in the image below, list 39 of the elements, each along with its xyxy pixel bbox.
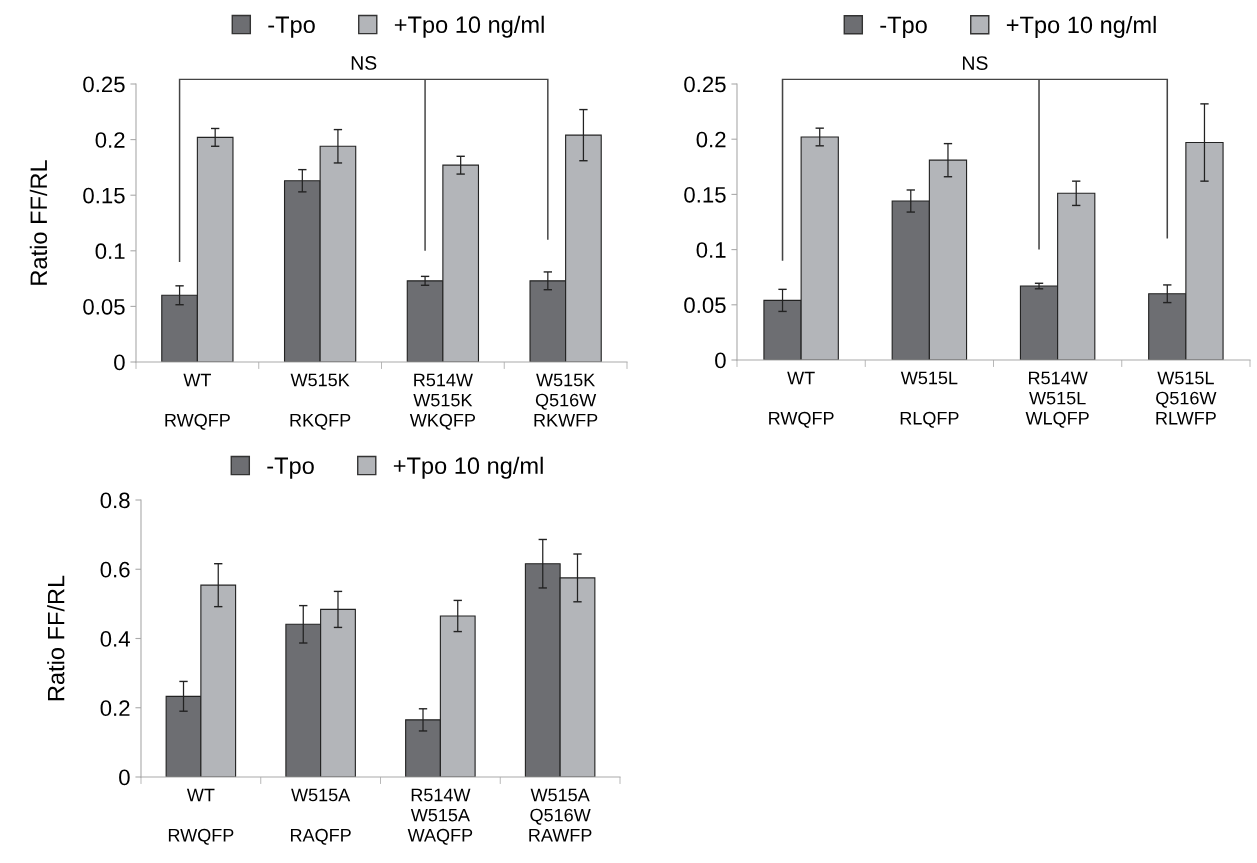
x-tick-label: W515L Q516W RLWFP — [1156, 371, 1217, 425]
category-label: W515L RLQFP — [900, 371, 959, 428]
y-tick-label: 0.2 — [696, 131, 726, 148]
category-label: WT RWQFP — [769, 371, 834, 428]
y-tick-label: 0 — [119, 769, 130, 786]
x-tick-label: W515A Q516W RAWFP — [529, 788, 592, 842]
legend-label: +Tpo 10 ng/ml — [1006, 15, 1156, 38]
y-tick-label: 0 — [114, 354, 125, 371]
y-tick-label: 0.1 — [95, 243, 125, 260]
y-tick-label: 0.4 — [100, 631, 130, 647]
category-label: WT RWQFP — [168, 788, 234, 845]
category-label: W515K RKQFP — [290, 373, 351, 430]
legend-label: +Tpo 10 ng/ml — [393, 456, 543, 479]
text: NS — [962, 56, 988, 70]
y-tick-label: 0.2 — [100, 700, 130, 717]
y-tick-label: 0.15 — [83, 187, 125, 204]
y-tick-label: 0.15 — [684, 186, 726, 203]
legend-label: -Tpo — [267, 457, 314, 479]
x-tick-label: R514W W515A WAQFP — [407, 788, 473, 845]
category-label: WT RWQFP — [165, 373, 230, 430]
legend-label: -Tpo — [268, 16, 315, 38]
y-tick-label: 0.25 — [83, 76, 125, 93]
y-tick-label: 0.1 — [696, 242, 726, 258]
y-tick-label: 0.05 — [684, 297, 726, 314]
x-tick-label: W515K Q516W RKWFP — [534, 373, 598, 427]
text: NS — [351, 56, 377, 70]
y-axis-title: Ratio FF/RL — [29, 160, 48, 285]
y-tick-label: 0.25 — [684, 76, 726, 93]
y-tick-label: 0 — [715, 352, 726, 369]
y-tick-label: 0.2 — [95, 132, 125, 148]
legend-label: +Tpo 10 ng/ml — [394, 15, 544, 38]
category-label: W515A RAQFP — [291, 788, 351, 845]
y-tick-label: 0.6 — [100, 561, 130, 578]
y-axis-title: Ratio FF/RL — [47, 575, 65, 701]
x-tick-label: R514W W515L WLQFP — [1025, 371, 1089, 428]
x-tick-label: R514W W515K WKQFP — [409, 373, 476, 430]
y-tick-label: 0.05 — [83, 298, 125, 315]
y-tick-label: 0.8 — [100, 492, 130, 509]
legend-label: -Tpo — [880, 16, 927, 38]
